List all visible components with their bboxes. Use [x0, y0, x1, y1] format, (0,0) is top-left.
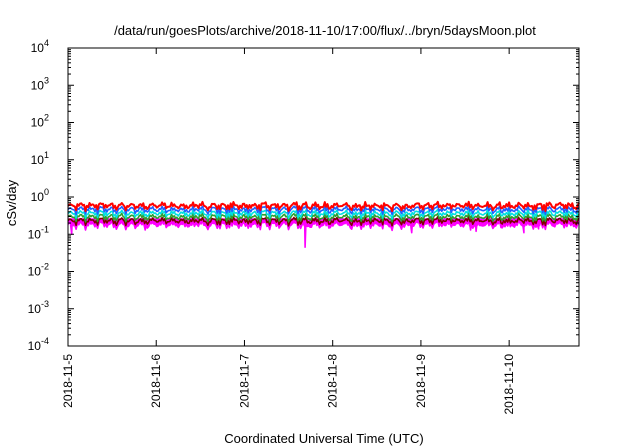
y-tick-label: 100	[31, 187, 49, 204]
y-tick-label: 10-3	[28, 299, 49, 316]
x-tick-label: 2018-11-10	[502, 354, 516, 415]
y-tick-label: 10-4	[28, 336, 49, 353]
y-tick-label: 10-2	[28, 262, 49, 279]
series-4-line	[67, 204, 580, 216]
chart-title: /data/run/goesPlots/archive/2018-11-10/1…	[114, 23, 536, 38]
plot-frame	[67, 47, 580, 347]
x-tick-label: 2018-11-6	[149, 354, 163, 408]
series-0-line	[67, 219, 580, 248]
y-tick-label: 104	[31, 38, 49, 55]
x-tick-label: 2018-11-8	[326, 354, 340, 408]
series-5-line	[67, 200, 580, 213]
x-axis: 2018-11-5 2018-11-6 2018-11-7 2018-11-8 2018…	[61, 48, 516, 415]
y-tick-label: 103	[31, 75, 49, 92]
y-tick-label: 10-1	[28, 224, 49, 241]
y-axis-label: cSv/day	[4, 179, 19, 226]
series-1-line	[67, 215, 580, 227]
plot-area	[67, 200, 580, 248]
x-tick-label: 2018-11-7	[237, 354, 251, 408]
series-2-line	[67, 212, 580, 223]
x-tick-label: 2018-11-9	[414, 354, 428, 408]
y-tick-label: 101	[31, 150, 49, 167]
series-3-line	[67, 208, 580, 220]
y-tick-label: 102	[31, 113, 49, 130]
y-axis: 10-4 10-3 10-2 10-1 100 101 102 103 104	[28, 38, 579, 353]
x-tick-label: 2018-11-5	[61, 354, 75, 408]
x-axis-label: Coordinated Universal Time (UTC)	[224, 431, 423, 446]
